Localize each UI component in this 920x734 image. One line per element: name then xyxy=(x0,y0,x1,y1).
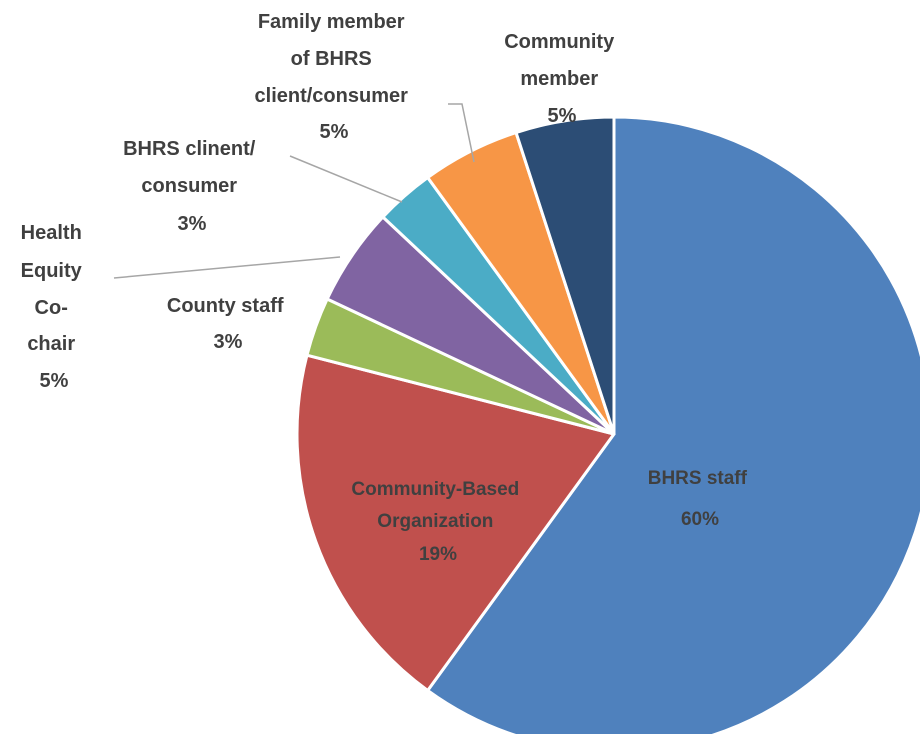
pie-slice-bhrs-staff xyxy=(426,115,920,734)
label-line: 5% xyxy=(320,121,349,143)
leader-lines xyxy=(113,103,475,279)
label-line: 5% xyxy=(548,105,577,127)
pie-slice-community-member xyxy=(514,115,616,436)
pie-slices xyxy=(295,115,920,734)
label-line: Community-Based xyxy=(351,479,519,500)
slice-label-bhrs-staff: BHRS staff 60% xyxy=(648,468,753,530)
label-line: 3% xyxy=(214,331,243,353)
label-line: BHRS staff xyxy=(648,468,748,489)
slice-label-community-based-organization: Community-Based Organization 19% xyxy=(351,479,524,565)
label-line: consumer xyxy=(141,175,237,197)
pie-slice-community-based-organization xyxy=(295,353,616,692)
slice-label-health-equity-co-chair: Health Equity Co- chair 5% xyxy=(21,222,88,392)
label-line: chair xyxy=(27,333,75,355)
label-line: 60% xyxy=(681,509,719,530)
leader-line-bhrs-client xyxy=(289,155,403,203)
label-line: Health xyxy=(21,222,82,244)
label-line: 3% xyxy=(178,213,207,235)
label-line: of BHRS xyxy=(291,48,372,70)
label-line: 5% xyxy=(40,370,69,392)
leader-line-family-member xyxy=(448,103,475,163)
slice-label-bhrs-client-consumer: BHRS clinent/ consumer 3% xyxy=(123,138,261,235)
label-line: Community xyxy=(504,31,615,53)
label-line: 19% xyxy=(419,544,457,565)
label-line: client/consumer xyxy=(255,85,409,107)
label-line: County staff xyxy=(167,295,284,317)
label-line: member xyxy=(520,68,598,90)
label-line: BHRS clinent/ xyxy=(123,138,256,160)
leader-line-health-equity xyxy=(113,256,341,279)
label-line: Organization xyxy=(377,511,493,532)
label-line: Equity xyxy=(21,260,83,282)
slice-label-county-staff: County staff 3% xyxy=(167,295,289,353)
slice-label-family-member: Family member of BHRS client/consumer 5% xyxy=(255,11,414,143)
label-line: Co- xyxy=(35,297,68,319)
label-line: Family member xyxy=(258,11,405,33)
slice-label-community-member: Community member 5% xyxy=(504,31,620,127)
